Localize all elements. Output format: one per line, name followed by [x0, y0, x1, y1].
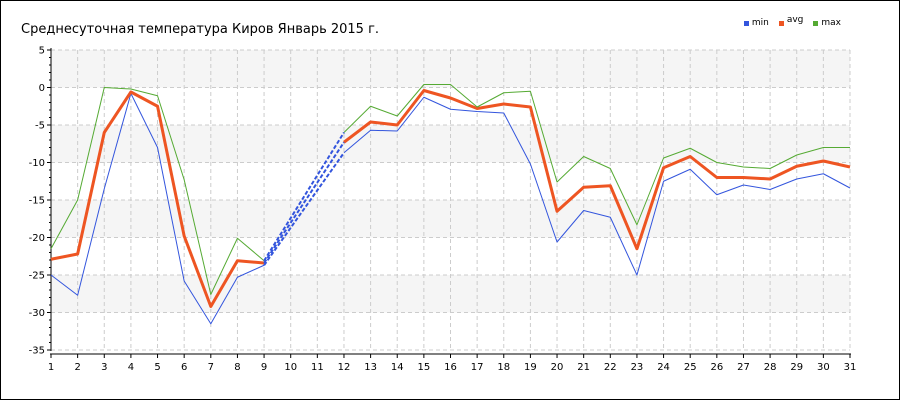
- legend-item-min: min: [743, 18, 769, 28]
- x-tick-label: 26: [710, 362, 723, 373]
- y-tick-label: -25: [29, 271, 45, 282]
- x-tick-label: 8: [234, 362, 240, 373]
- y-tick-label: -30: [29, 308, 45, 319]
- x-tick-label: 12: [338, 362, 351, 373]
- x-tick-label: 13: [364, 362, 377, 373]
- interpolated-line-max: [263, 131, 345, 262]
- legend-item-max: max: [813, 18, 841, 28]
- x-tick-label: 10: [284, 362, 297, 373]
- grid-band: [51, 275, 850, 313]
- y-tick-label: -15: [29, 196, 45, 207]
- y-tick-label: -10: [29, 158, 45, 169]
- x-tick-label: 19: [524, 362, 537, 373]
- x-tick-label: 14: [391, 362, 404, 373]
- x-tick-label: 29: [790, 362, 803, 373]
- x-tick-label: 21: [577, 362, 590, 373]
- y-tick-label: -20: [29, 233, 45, 244]
- legend-swatch-min: [743, 20, 749, 26]
- x-tick-label: 31: [844, 362, 857, 373]
- legend-item-avg: avg: [778, 15, 804, 28]
- chart-title: Среднесуточная температура Киров Январь …: [21, 22, 380, 37]
- x-tick-label: 18: [497, 362, 510, 373]
- x-tick-label: 17: [471, 362, 484, 373]
- x-tick-label: 1: [48, 362, 54, 373]
- x-tick-label: 5: [154, 362, 160, 373]
- x-tick-label: 3: [101, 362, 107, 373]
- series-line-avg: [50, 90, 265, 308]
- x-tick-label: 23: [631, 362, 644, 373]
- legend: min avg max: [743, 15, 841, 28]
- legend-swatch-max: [813, 20, 819, 26]
- x-tick-label: 6: [181, 362, 187, 373]
- x-tick-label: 9: [261, 362, 267, 373]
- x-tick-label: 2: [74, 362, 80, 373]
- y-tick-label: -5: [35, 121, 45, 132]
- x-tick-label: 30: [817, 362, 830, 373]
- x-tick-label: 25: [684, 362, 697, 373]
- legend-label-min: min: [751, 18, 769, 28]
- x-tick-label: 4: [128, 362, 134, 373]
- legend-label-max: max: [821, 18, 841, 28]
- legend-label-avg: avg: [786, 15, 804, 25]
- x-tick-label: 24: [657, 362, 670, 373]
- interpolated-line-avg: [263, 141, 345, 264]
- series-line-avg: [343, 89, 851, 251]
- series-line-max: [343, 84, 850, 226]
- interpolated-line-min: [263, 152, 345, 266]
- legend-swatch-avg: [778, 20, 784, 26]
- y-tick-label: 0: [39, 83, 45, 94]
- series-line-min: [50, 93, 265, 325]
- x-tick-label: 15: [417, 362, 430, 373]
- series-line-min: [343, 96, 851, 276]
- x-tick-label: 27: [737, 362, 750, 373]
- x-tick-label: 16: [444, 362, 457, 373]
- x-tick-label: 20: [551, 362, 564, 373]
- x-tick-label: 7: [208, 362, 214, 373]
- x-tick-label: 11: [311, 362, 324, 373]
- series-line-max: [50, 87, 265, 295]
- x-tick-label: 28: [764, 362, 777, 373]
- y-tick-label: -35: [29, 346, 45, 357]
- x-tick-label: 22: [604, 362, 617, 373]
- y-tick-label: 5: [39, 46, 45, 57]
